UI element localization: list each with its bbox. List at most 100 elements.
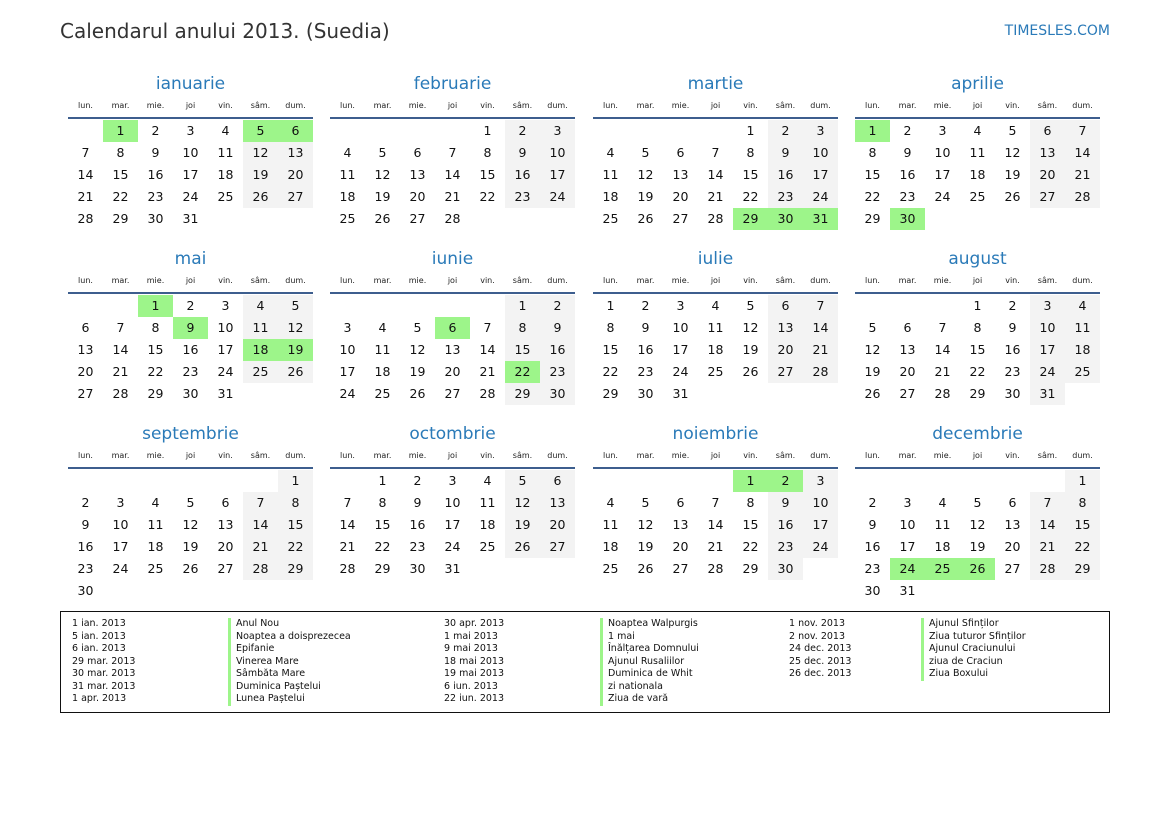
day-cell[interactable]: 21 xyxy=(444,189,461,204)
day-cell[interactable]: 26 xyxy=(742,364,759,379)
day-cell[interactable]: 6 xyxy=(676,495,685,510)
day-cell[interactable]: 31 xyxy=(672,386,689,401)
day-cell[interactable]: 9 xyxy=(903,145,912,160)
day-cell[interactable]: 15 xyxy=(742,167,759,182)
day-cell[interactable]: 1 xyxy=(378,473,387,488)
day-cell[interactable]: 7 xyxy=(711,495,720,510)
day-cell[interactable]: 6 xyxy=(903,320,912,335)
day-cell[interactable]: 15 xyxy=(278,514,313,536)
day-cell[interactable]: 28 xyxy=(803,361,838,383)
day-cell[interactable]: 18 xyxy=(217,167,234,182)
day-cell[interactable]: 21 xyxy=(243,536,278,558)
day-cell[interactable]: 26 xyxy=(505,536,540,558)
day-cell[interactable]: 1 xyxy=(505,295,540,317)
holiday-day[interactable]: 19 xyxy=(278,339,313,361)
day-cell[interactable]: 24 xyxy=(112,561,129,576)
day-cell[interactable]: 24 xyxy=(672,364,689,379)
day-cell[interactable]: 3 xyxy=(343,320,352,335)
day-cell[interactable]: 22 xyxy=(864,189,881,204)
day-cell[interactable]: 29 xyxy=(602,386,619,401)
day-cell[interactable]: 10 xyxy=(803,492,838,514)
day-cell[interactable]: 8 xyxy=(116,145,125,160)
day-cell[interactable]: 10 xyxy=(182,145,199,160)
day-cell[interactable]: 13 xyxy=(768,317,803,339)
day-cell[interactable]: 27 xyxy=(1004,561,1021,576)
day-cell[interactable]: 23 xyxy=(182,364,199,379)
day-cell[interactable]: 28 xyxy=(479,386,496,401)
day-cell[interactable]: 9 xyxy=(641,320,650,335)
holiday-day[interactable]: 18 xyxy=(243,339,278,361)
day-cell[interactable]: 11 xyxy=(969,145,986,160)
day-cell[interactable]: 13 xyxy=(899,342,916,357)
day-cell[interactable]: 21 xyxy=(479,364,496,379)
day-cell[interactable]: 4 xyxy=(243,295,278,317)
day-cell[interactable]: 12 xyxy=(409,342,426,357)
day-cell[interactable]: 10 xyxy=(803,142,838,164)
day-cell[interactable]: 8 xyxy=(606,320,615,335)
day-cell[interactable]: 30 xyxy=(637,386,654,401)
day-cell[interactable]: 16 xyxy=(147,167,164,182)
day-cell[interactable]: 15 xyxy=(505,339,540,361)
holiday-day[interactable]: 1 xyxy=(138,295,173,317)
day-cell[interactable]: 3 xyxy=(540,120,575,142)
day-cell[interactable]: 29 xyxy=(147,386,164,401)
holiday-day[interactable]: 22 xyxy=(505,361,540,383)
holiday-day[interactable]: 2 xyxy=(768,470,803,492)
day-cell[interactable]: 9 xyxy=(151,145,160,160)
day-cell[interactable]: 27 xyxy=(278,186,313,208)
day-cell[interactable]: 19 xyxy=(1004,167,1021,182)
day-cell[interactable]: 4 xyxy=(711,298,720,313)
day-cell[interactable]: 21 xyxy=(803,339,838,361)
day-cell[interactable]: 10 xyxy=(217,320,234,335)
day-cell[interactable]: 26 xyxy=(637,211,654,226)
day-cell[interactable]: 15 xyxy=(864,167,881,182)
day-cell[interactable]: 12 xyxy=(505,492,540,514)
day-cell[interactable]: 23 xyxy=(77,561,94,576)
day-cell[interactable]: 6 xyxy=(221,495,230,510)
day-cell[interactable]: 13 xyxy=(217,517,234,532)
day-cell[interactable]: 25 xyxy=(243,361,278,383)
day-cell[interactable]: 28 xyxy=(1065,186,1100,208)
day-cell[interactable]: 24 xyxy=(182,189,199,204)
day-cell[interactable]: 15 xyxy=(602,342,619,357)
day-cell[interactable]: 2 xyxy=(505,120,540,142)
day-cell[interactable]: 3 xyxy=(803,120,838,142)
holiday-day[interactable]: 31 xyxy=(803,208,838,230)
day-cell[interactable]: 8 xyxy=(746,145,755,160)
day-cell[interactable]: 3 xyxy=(116,495,125,510)
day-cell[interactable]: 25 xyxy=(147,561,164,576)
day-cell[interactable]: 25 xyxy=(1065,361,1100,383)
day-cell[interactable]: 5 xyxy=(413,320,422,335)
day-cell[interactable]: 7 xyxy=(81,145,90,160)
day-cell[interactable]: 21 xyxy=(112,364,129,379)
day-cell[interactable]: 16 xyxy=(409,517,426,532)
day-cell[interactable]: 19 xyxy=(864,364,881,379)
day-cell[interactable]: 17 xyxy=(444,517,461,532)
day-cell[interactable]: 18 xyxy=(147,539,164,554)
day-cell[interactable]: 8 xyxy=(378,495,387,510)
day-cell[interactable]: 22 xyxy=(112,189,129,204)
day-cell[interactable]: 30 xyxy=(768,558,803,580)
day-cell[interactable]: 16 xyxy=(864,539,881,554)
day-cell[interactable]: 17 xyxy=(803,514,838,536)
day-cell[interactable]: 10 xyxy=(934,145,951,160)
day-cell[interactable]: 15 xyxy=(1065,514,1100,536)
day-cell[interactable]: 11 xyxy=(479,495,496,510)
day-cell[interactable]: 2 xyxy=(151,123,160,138)
day-cell[interactable]: 11 xyxy=(339,167,356,182)
day-cell[interactable]: 19 xyxy=(637,189,654,204)
day-cell[interactable]: 20 xyxy=(217,539,234,554)
day-cell[interactable]: 23 xyxy=(637,364,654,379)
day-cell[interactable]: 14 xyxy=(112,342,129,357)
day-cell[interactable]: 26 xyxy=(243,186,278,208)
day-cell[interactable]: 27 xyxy=(540,536,575,558)
holiday-day[interactable]: 30 xyxy=(768,208,803,230)
day-cell[interactable]: 8 xyxy=(746,495,755,510)
day-cell[interactable]: 1 xyxy=(1065,470,1100,492)
day-cell[interactable]: 17 xyxy=(672,342,689,357)
day-cell[interactable]: 20 xyxy=(899,364,916,379)
day-cell[interactable]: 24 xyxy=(339,386,356,401)
day-cell[interactable]: 12 xyxy=(742,320,759,335)
day-cell[interactable]: 7 xyxy=(1065,120,1100,142)
day-cell[interactable]: 5 xyxy=(973,495,982,510)
